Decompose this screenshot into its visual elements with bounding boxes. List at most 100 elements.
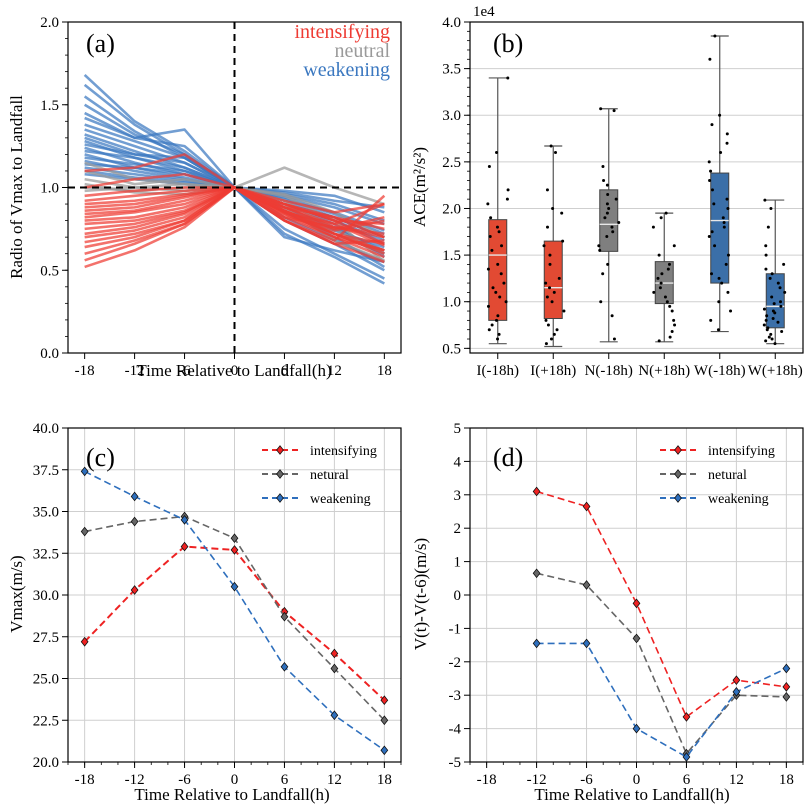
panel-b-data-point (707, 234, 711, 238)
panel-b-y-tick-label: 3.5 (442, 62, 461, 78)
panel-a-x-tick-label: 6 (281, 363, 289, 379)
panel-d-marker-weakening (582, 638, 591, 649)
panel-c-marker-netural (330, 663, 339, 674)
panel-b-data-point (544, 318, 548, 322)
panel-b-data-point (651, 225, 655, 229)
panel-b-data-point (554, 151, 558, 155)
panel-d-y-tick-label: -4 (449, 722, 462, 738)
panel-c-x-tick-label: 12 (327, 772, 342, 788)
panel-b-data-point (660, 272, 664, 276)
panel-b-data-point (718, 113, 722, 117)
panel-b-data-point (494, 290, 498, 294)
panel-c-x-tick-label: 0 (231, 772, 239, 788)
panel-d-letter: (d) (493, 443, 523, 472)
panel-b-data-point (710, 230, 714, 234)
panel-b-data-point (652, 290, 656, 294)
panel-c-x-axis-label: Time Relative to Landfall(h) (134, 785, 329, 804)
panel-a-y-tick-label: 0.0 (40, 346, 59, 362)
panel-c-legend-label-weakening: weakening (310, 492, 371, 507)
panel-d-x-tick-label: 12 (729, 772, 744, 788)
panel-b-y-tick-label: 2.5 (442, 155, 461, 171)
panel-b-data-point (486, 202, 490, 206)
panel-b-data-point (610, 314, 614, 318)
panel-d-x-tick-label: 0 (633, 772, 641, 788)
panel-a-frame (67, 21, 402, 354)
panel-b-data-point (490, 323, 494, 327)
panel-c-legend-marker-weakening (276, 493, 284, 503)
panel-b-data-point (557, 276, 561, 280)
panel-b-data-point (552, 290, 556, 294)
panel-d-marker-intensifying (732, 675, 741, 686)
panel-b-data-point (664, 211, 668, 215)
panel-a-x-tick-label: 18 (377, 363, 392, 379)
panel-b-data-point (773, 342, 777, 346)
panel-a-y-tick-label: 2.0 (40, 15, 59, 31)
panel-b-data-point (560, 211, 564, 215)
panel-a-letter: (a) (86, 29, 115, 58)
panel-b-data-point (725, 141, 729, 145)
panel-a-vmax-ratio-chart: Time Relative to Landfall(h) Radio of Vm… (7, 15, 402, 380)
panel-b-data-point (545, 295, 549, 299)
panel-c-marker-netural (80, 526, 89, 537)
panel-b-data-point (763, 198, 767, 202)
panel-d-marker-intensifying (582, 501, 591, 512)
panel-b-x-tick-label: N(-18h) (585, 363, 633, 379)
panel-c-x-tick-label: 6 (281, 772, 289, 788)
panel-d-marker-netural (782, 692, 791, 702)
panel-b-data-point (708, 57, 712, 61)
panel-b-data-point (764, 253, 768, 257)
panel-b-offset-label: 1e4 (473, 4, 495, 20)
panel-b-data-point (762, 307, 766, 311)
panel-b-data-point (506, 76, 510, 80)
panel-d-line-netural (536, 572, 787, 756)
panel-b-data-point (597, 244, 601, 248)
panel-d-marker-netural (582, 580, 591, 590)
panel-d-x-axis-label: Time Relative to Landfall(h) (534, 785, 729, 804)
panel-c-y-tick-label: 22.5 (33, 713, 59, 729)
panel-b-data-point (606, 262, 610, 266)
panel-d-y-axis-label: V(t)-V(t-6)(m/s) (411, 538, 430, 650)
panel-b-y-tick-label: 2.0 (442, 201, 461, 217)
panel-b-data-point (546, 323, 550, 327)
panel-b-data-point (672, 244, 676, 248)
panel-b-data-point (602, 179, 606, 183)
panel-b-data-point (549, 144, 553, 148)
panel-a-x-tick-label: 12 (327, 363, 342, 379)
panel-c-marker-intensifying (330, 648, 339, 659)
panel-b-data-point (502, 281, 506, 285)
panel-d-marker-intensifying (632, 598, 641, 609)
panel-d-marker-intensifying (532, 486, 541, 497)
panel-b-data-point (771, 309, 775, 313)
panel-a-x-tick-label: -6 (178, 363, 191, 379)
panel-c-y-tick-label: 30.0 (33, 588, 59, 604)
panel-d-legend-label-weakening: weakening (708, 492, 769, 507)
panel-b-data-point (712, 202, 716, 206)
panel-b-data-point (548, 262, 552, 266)
panel-d-x-tick-label: -18 (477, 772, 497, 788)
panel-b-data-point (782, 262, 786, 266)
panel-b-data-point (506, 188, 510, 192)
panel-c-y-tick-label: 25.0 (33, 672, 59, 688)
panel-b-data-point (612, 109, 616, 113)
panel-b-data-point (500, 244, 504, 248)
panel-d-y-tick-label: -1 (449, 621, 462, 637)
panel-a-legend-weakening: weakening (303, 59, 390, 81)
panel-b-data-point (765, 314, 769, 318)
panel-b-data-point (665, 300, 669, 304)
panel-b-data-point (555, 328, 559, 332)
panel-b-y-axis-label: ACE(m²/s²) (410, 147, 429, 227)
panel-b-data-point (710, 188, 714, 192)
panel-c-marker-netural (130, 516, 139, 527)
panel-b-y-tick-label: 1.0 (442, 295, 461, 311)
panel-d-marker-netural (532, 568, 541, 579)
panel-b-data-point (725, 197, 729, 201)
panel-b-data-point (764, 339, 768, 343)
panel-b-data-point (764, 244, 768, 248)
panel-b-data-point (780, 330, 784, 334)
panel-a-x-axis-label: Time Relative to Landfall(h) (136, 361, 331, 380)
panel-b-y-tick-label: 0.5 (442, 341, 461, 357)
panel-b-data-point (495, 318, 499, 322)
panel-b-box-I(-18h) (488, 219, 508, 321)
panel-b-data-point (545, 188, 549, 192)
panel-b-data-point (552, 332, 556, 336)
